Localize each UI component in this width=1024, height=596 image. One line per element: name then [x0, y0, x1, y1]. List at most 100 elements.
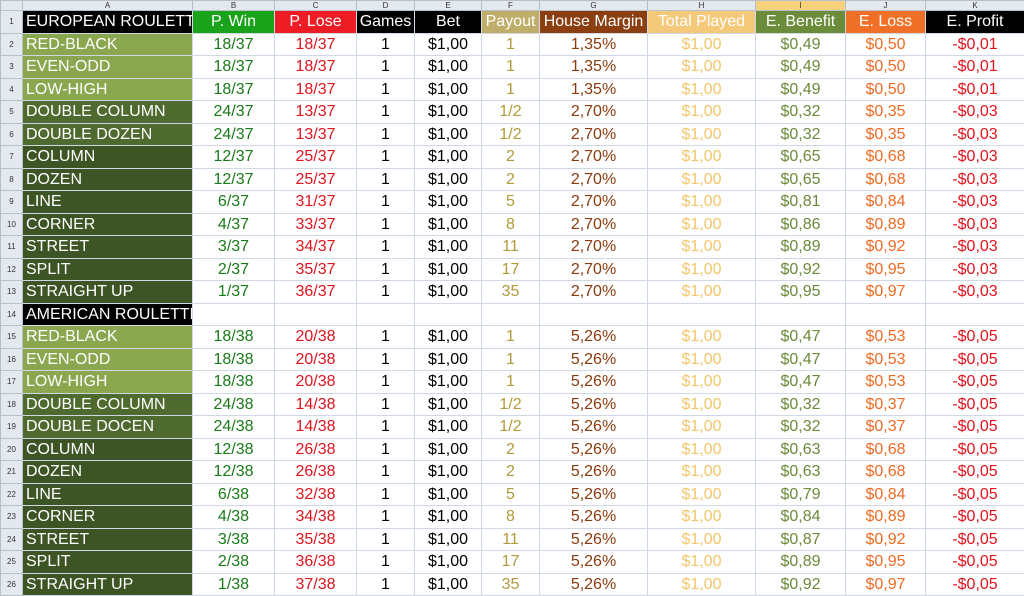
- house-margin-cell[interactable]: 5,26%: [539, 325, 648, 349]
- house-margin-cell[interactable]: 1,35%: [539, 32, 648, 56]
- e-benefit-cell[interactable]: $0,32: [755, 392, 846, 416]
- header-total-played[interactable]: Total Played: [647, 10, 756, 34]
- e-benefit-cell[interactable]: $0,65: [755, 167, 846, 191]
- bet-type-cell[interactable]: LOW-HIGH: [22, 77, 193, 101]
- e-profit-cell[interactable]: -$0,01: [925, 55, 1024, 79]
- games-cell[interactable]: 1: [356, 437, 415, 461]
- row-number[interactable]: 26: [0, 572, 23, 596]
- bet-cell[interactable]: $1,00: [414, 505, 482, 529]
- bet-type-cell[interactable]: SPLIT: [22, 257, 193, 281]
- e-benefit-cell[interactable]: $0,32: [755, 122, 846, 146]
- row-number[interactable]: 22: [0, 482, 23, 506]
- p-win-cell[interactable]: 24/38: [192, 392, 275, 416]
- games-cell[interactable]: 1: [356, 370, 415, 394]
- e-loss-cell[interactable]: $0,68: [845, 167, 926, 191]
- bet-cell[interactable]: $1,00: [414, 145, 482, 169]
- e-loss-cell[interactable]: $0,35: [845, 100, 926, 124]
- header-house-margin[interactable]: House Margin: [539, 10, 648, 34]
- total-played-cell[interactable]: $1,00: [647, 370, 756, 394]
- e-loss-cell[interactable]: $0,50: [845, 55, 926, 79]
- e-benefit-cell[interactable]: $0,89: [755, 550, 846, 574]
- row-number[interactable]: 15: [0, 325, 23, 349]
- bet-cell[interactable]: [414, 302, 482, 326]
- header-e-loss[interactable]: E. Loss: [845, 10, 926, 34]
- e-loss-cell[interactable]: $0,50: [845, 77, 926, 101]
- bet-cell[interactable]: $1,00: [414, 122, 482, 146]
- e-benefit-cell[interactable]: $0,92: [755, 257, 846, 281]
- games-cell[interactable]: 1: [356, 190, 415, 214]
- payout-cell[interactable]: 11: [481, 527, 540, 551]
- p-win-cell[interactable]: 18/37: [192, 77, 275, 101]
- payout-cell[interactable]: 2: [481, 145, 540, 169]
- p-lose-cell[interactable]: 26/38: [274, 437, 357, 461]
- bet-type-cell[interactable]: EVEN-ODD: [22, 55, 193, 79]
- house-margin-cell[interactable]: 2,70%: [539, 100, 648, 124]
- games-cell[interactable]: [356, 302, 415, 326]
- e-benefit-cell[interactable]: $0,92: [755, 572, 846, 596]
- house-margin-cell[interactable]: 2,70%: [539, 235, 648, 259]
- e-profit-cell[interactable]: -$0,05: [925, 347, 1024, 371]
- e-profit-cell[interactable]: -$0,05: [925, 482, 1024, 506]
- header-e-benefit[interactable]: E. Benefit: [755, 10, 846, 34]
- bet-type-cell[interactable]: COLUMN: [22, 145, 193, 169]
- p-win-cell[interactable]: 4/38: [192, 505, 275, 529]
- total-played-cell[interactable]: $1,00: [647, 572, 756, 596]
- total-played-cell[interactable]: $1,00: [647, 392, 756, 416]
- row-number[interactable]: 8: [0, 167, 23, 191]
- games-cell[interactable]: 1: [356, 77, 415, 101]
- payout-cell[interactable]: 1: [481, 32, 540, 56]
- e-loss-cell[interactable]: $0,95: [845, 257, 926, 281]
- total-played-cell[interactable]: $1,00: [647, 212, 756, 236]
- bet-cell[interactable]: $1,00: [414, 527, 482, 551]
- e-loss-cell[interactable]: [845, 302, 926, 326]
- row-number[interactable]: 5: [0, 100, 23, 124]
- e-profit-cell[interactable]: -$0,05: [925, 437, 1024, 461]
- bet-type-cell[interactable]: SPLIT: [22, 550, 193, 574]
- e-loss-cell[interactable]: $0,84: [845, 482, 926, 506]
- games-cell[interactable]: 1: [356, 167, 415, 191]
- payout-cell[interactable]: [481, 302, 540, 326]
- column-letter-c[interactable]: C: [274, 0, 357, 11]
- e-profit-cell[interactable]: -$0,05: [925, 460, 1024, 484]
- header-a[interactable]: EUROPEAN ROULETTE: [22, 10, 193, 34]
- bet-cell[interactable]: $1,00: [414, 550, 482, 574]
- e-profit-cell[interactable]: -$0,01: [925, 32, 1024, 56]
- e-loss-cell[interactable]: $0,35: [845, 122, 926, 146]
- e-loss-cell[interactable]: $0,97: [845, 280, 926, 304]
- games-cell[interactable]: 1: [356, 347, 415, 371]
- games-cell[interactable]: 1: [356, 32, 415, 56]
- e-profit-cell[interactable]: -$0,03: [925, 100, 1024, 124]
- p-lose-cell[interactable]: 35/37: [274, 257, 357, 281]
- house-margin-cell[interactable]: 5,26%: [539, 550, 648, 574]
- p-win-cell[interactable]: 6/38: [192, 482, 275, 506]
- row-number[interactable]: 10: [0, 212, 23, 236]
- bet-type-cell[interactable]: EVEN-ODD: [22, 347, 193, 371]
- p-lose-cell[interactable]: 33/37: [274, 212, 357, 236]
- house-margin-cell[interactable]: 5,26%: [539, 482, 648, 506]
- row-number[interactable]: 20: [0, 437, 23, 461]
- payout-cell[interactable]: 17: [481, 257, 540, 281]
- column-letter-g[interactable]: G: [539, 0, 648, 11]
- e-profit-cell[interactable]: -$0,03: [925, 145, 1024, 169]
- header-payout[interactable]: Payout: [481, 10, 540, 34]
- header-p-win[interactable]: P. Win: [192, 10, 275, 34]
- total-played-cell[interactable]: [647, 302, 756, 326]
- bet-type-cell[interactable]: CORNER: [22, 505, 193, 529]
- total-played-cell[interactable]: $1,00: [647, 235, 756, 259]
- p-lose-cell[interactable]: 14/38: [274, 415, 357, 439]
- e-profit-cell[interactable]: -$0,01: [925, 77, 1024, 101]
- e-profit-cell[interactable]: -$0,05: [925, 370, 1024, 394]
- p-lose-cell[interactable]: 35/38: [274, 527, 357, 551]
- p-lose-cell[interactable]: 36/37: [274, 280, 357, 304]
- column-letter-b[interactable]: B: [192, 0, 275, 11]
- p-win-cell[interactable]: [192, 302, 275, 326]
- e-benefit-cell[interactable]: $0,47: [755, 370, 846, 394]
- e-loss-cell[interactable]: $0,68: [845, 460, 926, 484]
- payout-cell[interactable]: 35: [481, 572, 540, 596]
- bet-type-cell[interactable]: STREET: [22, 527, 193, 551]
- total-played-cell[interactable]: $1,00: [647, 167, 756, 191]
- games-cell[interactable]: 1: [356, 100, 415, 124]
- e-loss-cell[interactable]: $0,89: [845, 505, 926, 529]
- e-loss-cell[interactable]: $0,53: [845, 347, 926, 371]
- p-lose-cell[interactable]: 20/38: [274, 347, 357, 371]
